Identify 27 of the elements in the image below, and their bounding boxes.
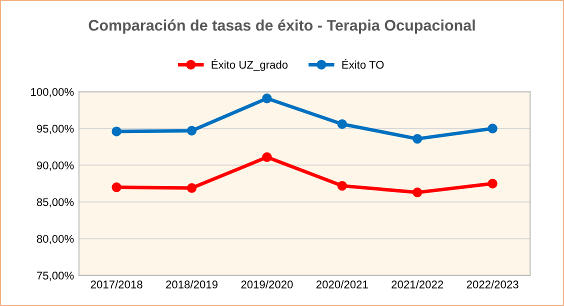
point bbox=[488, 124, 498, 134]
point bbox=[337, 119, 348, 129]
point bbox=[337, 180, 348, 191]
point bbox=[262, 152, 272, 162]
y-tick-label: 75,00% bbox=[36, 272, 74, 281]
legend-label: Éxito TO bbox=[342, 58, 384, 69]
point bbox=[488, 178, 498, 188]
point bbox=[112, 126, 122, 136]
legend-label: Éxito UZ_grado bbox=[212, 58, 288, 71]
y-tick-label: 80,00% bbox=[36, 234, 74, 244]
point bbox=[186, 126, 197, 136]
point bbox=[412, 188, 422, 198]
x-tick-label: 2018/2019 bbox=[166, 280, 218, 288]
y-tick-label: 100,00% bbox=[31, 88, 74, 98]
y-tick-label: 85,00% bbox=[36, 198, 74, 208]
x-tick-label: 2020/2021 bbox=[316, 280, 368, 288]
y-tick-label: 90,00% bbox=[36, 162, 74, 171]
point bbox=[112, 182, 122, 192]
point bbox=[262, 94, 272, 104]
x-tick-label: 2019/2020 bbox=[241, 280, 293, 288]
point bbox=[412, 134, 422, 144]
x-tick-label: 2022/2023 bbox=[466, 280, 518, 288]
point bbox=[186, 183, 197, 193]
x-tick-label: 2021/2022 bbox=[392, 280, 444, 288]
chart-title: Comparación de tasas de éxito - Terapia Ocupacional bbox=[88, 19, 475, 34]
y-tick-label: 95,00% bbox=[36, 124, 74, 134]
x-tick-label: 2017/2018 bbox=[90, 280, 142, 288]
